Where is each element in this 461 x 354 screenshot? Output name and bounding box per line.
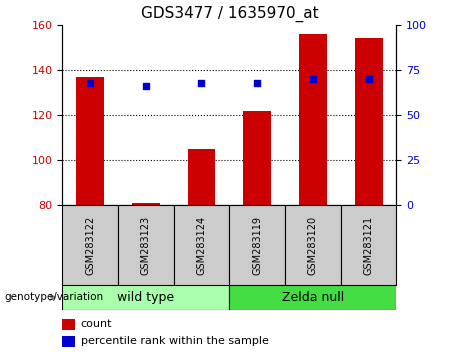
Bar xyxy=(62,205,118,285)
Text: wild type: wild type xyxy=(117,291,174,304)
Bar xyxy=(229,205,285,285)
Bar xyxy=(243,110,271,205)
Bar xyxy=(229,285,396,310)
Text: GSM283119: GSM283119 xyxy=(252,216,262,275)
Text: Zelda null: Zelda null xyxy=(282,291,344,304)
Point xyxy=(142,83,149,89)
Point xyxy=(309,76,317,82)
Text: GSM283124: GSM283124 xyxy=(196,216,207,275)
Bar xyxy=(76,77,104,205)
Bar xyxy=(62,336,75,347)
Bar xyxy=(62,285,229,310)
Text: GSM283121: GSM283121 xyxy=(364,216,373,275)
Bar xyxy=(132,203,160,205)
Point xyxy=(86,80,94,85)
Point xyxy=(365,76,372,82)
Text: genotype/variation: genotype/variation xyxy=(5,292,104,302)
Text: count: count xyxy=(81,319,112,329)
Bar xyxy=(188,149,215,205)
Text: GSM283120: GSM283120 xyxy=(308,216,318,275)
Point xyxy=(198,80,205,85)
Text: GSM283123: GSM283123 xyxy=(141,216,151,275)
Title: GDS3477 / 1635970_at: GDS3477 / 1635970_at xyxy=(141,6,318,22)
Text: percentile rank within the sample: percentile rank within the sample xyxy=(81,336,268,346)
Bar xyxy=(341,205,396,285)
Bar xyxy=(299,34,327,205)
Point xyxy=(254,80,261,85)
Text: GSM283122: GSM283122 xyxy=(85,216,95,275)
Bar xyxy=(174,205,229,285)
Bar xyxy=(62,319,75,330)
Bar xyxy=(355,38,383,205)
Bar xyxy=(118,205,174,285)
Bar xyxy=(285,205,341,285)
